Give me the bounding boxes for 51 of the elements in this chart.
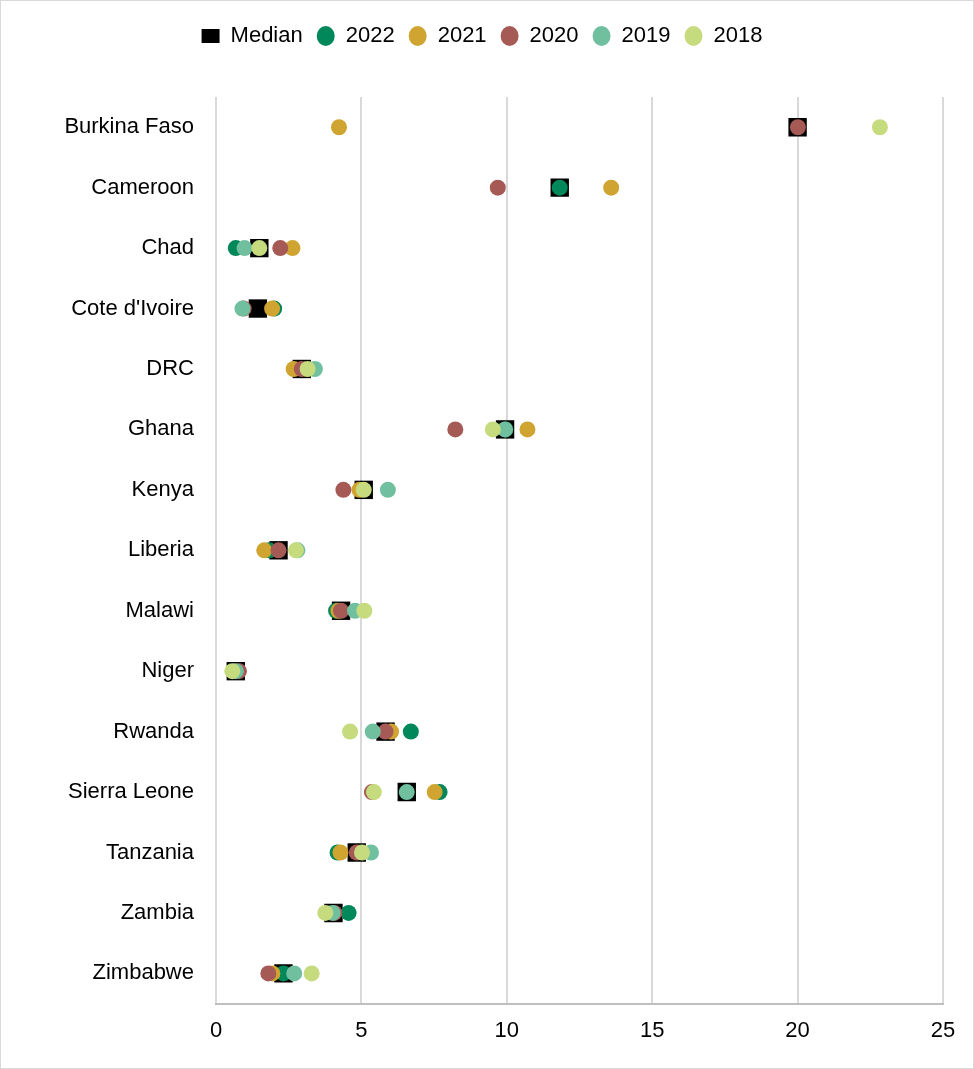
y-tick-label: Cote d'Ivoire [71, 294, 194, 320]
point [603, 179, 620, 196]
legend-label: 2022 [345, 22, 395, 48]
y-tick-label: Zambia [120, 899, 195, 924]
point [447, 421, 464, 438]
point [299, 360, 316, 377]
point [379, 481, 396, 498]
y-tick-label: Ghana [127, 415, 195, 441]
y-tick-label: Tanzania [105, 838, 195, 864]
x-tick-label: 15 [639, 1016, 665, 1042]
x-tick-label: 0 [209, 1016, 223, 1042]
y-tick-label: DRC [146, 355, 195, 381]
point [340, 904, 357, 921]
y-tick-label: Zimbabwe [92, 959, 194, 985]
point [335, 481, 352, 498]
point [331, 119, 348, 136]
y-tick-label: Niger [141, 657, 194, 683]
y-tick-label: Cameroon [91, 173, 194, 199]
point [342, 723, 359, 740]
y-tick-label: Liberia [127, 536, 195, 562]
point [260, 965, 277, 982]
point [317, 904, 334, 921]
point [286, 965, 303, 982]
point [272, 240, 289, 257]
legend-label: Median [230, 22, 303, 48]
point [364, 723, 381, 740]
point [256, 542, 273, 559]
y-tick-label: Burkina Faso [64, 113, 194, 139]
legend-label: 2019 [621, 22, 671, 48]
point [871, 119, 888, 136]
x-tick-label: 25 [930, 1016, 956, 1042]
point [303, 965, 320, 982]
y-tick-label: Rwanda [113, 717, 195, 743]
point [484, 421, 501, 438]
y-tick-label: Sierra Leone [68, 778, 194, 804]
legend-label: 2021 [437, 22, 487, 48]
point [402, 723, 419, 740]
legend-label: 2018 [713, 22, 763, 48]
y-tick-label: Kenya [131, 475, 195, 501]
point [236, 240, 253, 257]
point [519, 421, 536, 438]
point [353, 844, 370, 861]
y-tick-label: Chad [141, 234, 194, 260]
point [489, 179, 506, 196]
legend-label: 2020 [529, 22, 579, 48]
x-tick-label: 20 [785, 1016, 810, 1042]
x-tick-label: 10 [494, 1016, 520, 1042]
point [356, 602, 373, 619]
y-tick-label: Malawi [125, 596, 194, 622]
x-tick-label: 5 [355, 1016, 368, 1042]
point [426, 784, 443, 801]
